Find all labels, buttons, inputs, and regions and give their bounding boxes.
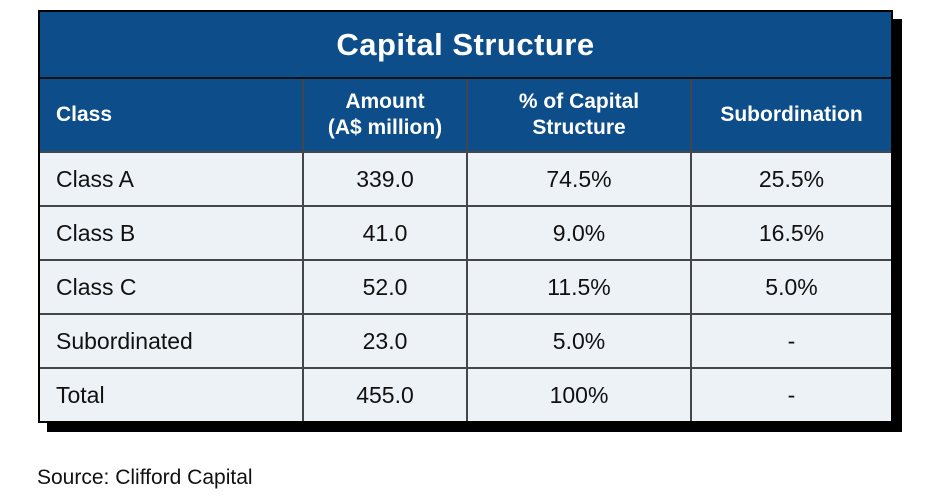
- column-header-class: Class: [40, 79, 304, 153]
- header-row: Class Amount (A$ million) % of Capital S…: [40, 79, 891, 153]
- cell-percent: 9.0%: [466, 205, 692, 261]
- cell-class: Total: [40, 367, 304, 421]
- cell-class: Class B: [40, 205, 304, 261]
- cell-class: Subordinated: [40, 313, 304, 369]
- table-row: Class B 41.0 9.0% 16.5%: [40, 205, 891, 261]
- table-title: Capital Structure: [40, 12, 891, 79]
- data-table: Class Amount (A$ million) % of Capital S…: [40, 79, 891, 421]
- cell-percent: 11.5%: [466, 259, 692, 315]
- table-row-total: Total 455.0 100% -: [40, 367, 891, 421]
- cell-percent: 100%: [466, 367, 692, 421]
- cell-amount: 41.0: [302, 205, 468, 261]
- cell-amount: 23.0: [302, 313, 468, 369]
- table-row: Class C 52.0 11.5% 5.0%: [40, 259, 891, 315]
- cell-class: Class A: [40, 151, 304, 207]
- cell-subordination: -: [690, 313, 891, 369]
- table-row: Subordinated 23.0 5.0% -: [40, 313, 891, 369]
- cell-class: Class C: [40, 259, 304, 315]
- cell-subordination: -: [690, 367, 891, 421]
- source-note: Source: Clifford Capital: [37, 466, 253, 489]
- table-row: Class A 339.0 74.5% 25.5%: [40, 151, 891, 207]
- cell-amount: 339.0: [302, 151, 468, 207]
- column-header-amount: Amount (A$ million): [302, 79, 468, 153]
- cell-subordination: 16.5%: [690, 205, 891, 261]
- cell-subordination: 25.5%: [690, 151, 891, 207]
- column-header-percent: % of Capital Structure: [466, 79, 692, 153]
- cell-amount: 455.0: [302, 367, 468, 421]
- cell-subordination: 5.0%: [690, 259, 891, 315]
- capital-structure-table: Capital Structure Class Amount (A$ milli…: [38, 10, 893, 423]
- cell-percent: 74.5%: [466, 151, 692, 207]
- column-header-subordination: Subordination: [690, 79, 891, 153]
- cell-amount: 52.0: [302, 259, 468, 315]
- cell-percent: 5.0%: [466, 313, 692, 369]
